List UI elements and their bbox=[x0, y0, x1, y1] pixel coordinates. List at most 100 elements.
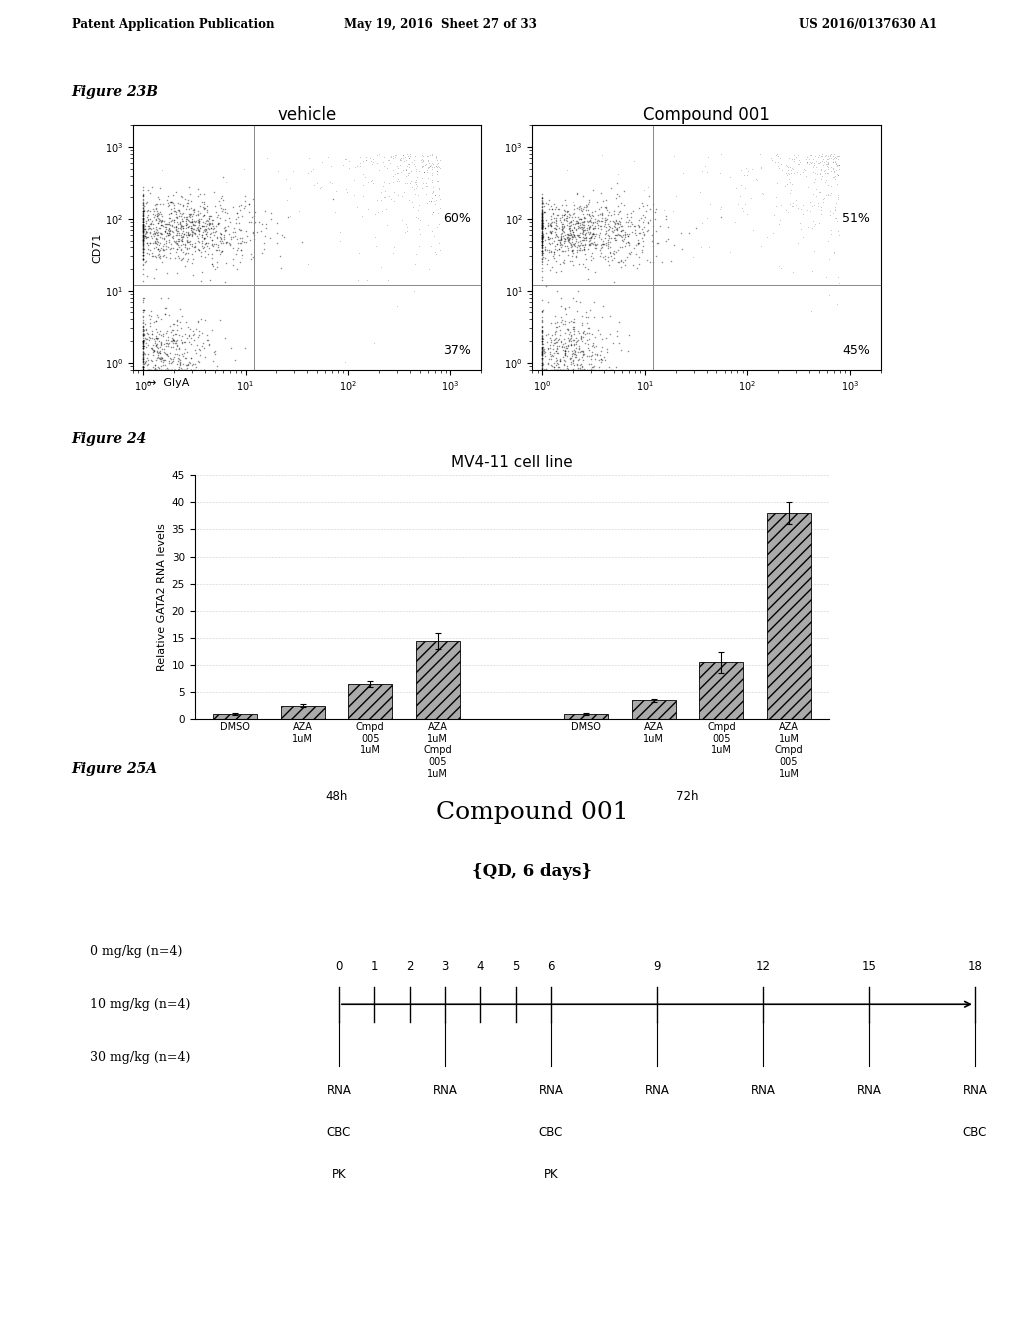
Point bbox=[429, 161, 445, 182]
Point bbox=[572, 359, 589, 380]
Point bbox=[238, 220, 254, 242]
Point bbox=[546, 216, 562, 238]
Point bbox=[155, 211, 171, 232]
Point bbox=[150, 224, 166, 246]
Point bbox=[546, 242, 562, 263]
Point bbox=[600, 247, 616, 268]
Point bbox=[573, 359, 590, 380]
Point bbox=[587, 238, 603, 259]
Point bbox=[552, 226, 568, 247]
Point bbox=[255, 232, 271, 253]
Point bbox=[143, 339, 160, 360]
Point bbox=[150, 244, 166, 265]
Point bbox=[175, 247, 191, 268]
Point bbox=[135, 359, 152, 380]
Point bbox=[598, 197, 614, 218]
Point bbox=[420, 157, 436, 178]
Point bbox=[135, 211, 152, 232]
Point bbox=[784, 195, 801, 216]
Point bbox=[790, 197, 806, 218]
Point bbox=[593, 197, 609, 218]
Point bbox=[142, 327, 159, 348]
Point bbox=[139, 350, 156, 371]
Point bbox=[177, 359, 194, 380]
Point bbox=[135, 230, 152, 251]
Point bbox=[535, 234, 551, 255]
Point bbox=[573, 359, 590, 380]
Point bbox=[827, 169, 844, 190]
Point bbox=[346, 156, 362, 177]
Point bbox=[136, 313, 153, 334]
Point bbox=[566, 234, 583, 255]
Point bbox=[535, 218, 551, 239]
Point bbox=[798, 148, 814, 169]
Point bbox=[563, 234, 580, 255]
Point bbox=[193, 359, 209, 380]
Point bbox=[571, 356, 588, 378]
Point bbox=[135, 327, 152, 348]
Point bbox=[801, 154, 817, 176]
Point bbox=[579, 346, 595, 367]
Point bbox=[538, 222, 554, 243]
Point bbox=[188, 218, 205, 239]
Point bbox=[167, 248, 183, 269]
Point bbox=[349, 197, 366, 218]
Point bbox=[151, 240, 167, 261]
Bar bbox=[213, 714, 257, 719]
Point bbox=[730, 194, 746, 215]
Point bbox=[577, 207, 593, 228]
Point bbox=[562, 325, 579, 346]
Point bbox=[165, 222, 181, 243]
Point bbox=[566, 321, 583, 342]
Point bbox=[581, 227, 597, 248]
Point bbox=[555, 213, 571, 234]
Point bbox=[173, 317, 189, 338]
Point bbox=[535, 247, 551, 268]
Point bbox=[553, 228, 569, 249]
Point bbox=[159, 263, 175, 284]
Point bbox=[552, 235, 568, 256]
Point bbox=[631, 247, 647, 268]
Point bbox=[802, 144, 818, 165]
Point bbox=[135, 222, 152, 243]
Point bbox=[135, 248, 152, 269]
Point bbox=[387, 164, 403, 185]
Point bbox=[432, 157, 449, 178]
Text: 48h: 48h bbox=[326, 789, 347, 803]
Point bbox=[569, 235, 586, 256]
Point bbox=[164, 359, 180, 380]
Point bbox=[190, 220, 207, 242]
Point bbox=[563, 310, 580, 331]
Point bbox=[145, 345, 162, 366]
Point bbox=[804, 152, 820, 173]
Point bbox=[402, 161, 419, 182]
Point bbox=[166, 216, 182, 238]
Point bbox=[543, 242, 559, 263]
Point bbox=[378, 198, 394, 219]
Point bbox=[183, 220, 200, 242]
Point bbox=[566, 216, 583, 238]
Point bbox=[572, 292, 589, 313]
Point bbox=[755, 183, 771, 205]
Point bbox=[159, 190, 175, 211]
Point bbox=[585, 333, 601, 354]
Point bbox=[638, 201, 654, 222]
Point bbox=[178, 224, 195, 246]
Point bbox=[193, 183, 209, 205]
Point bbox=[135, 342, 152, 363]
Point bbox=[174, 203, 190, 224]
Point bbox=[190, 359, 207, 380]
Point bbox=[137, 215, 154, 236]
Point bbox=[535, 338, 551, 359]
Point bbox=[273, 257, 290, 279]
Point bbox=[179, 230, 196, 251]
Point bbox=[821, 183, 838, 205]
Point bbox=[771, 256, 787, 277]
Point bbox=[575, 234, 592, 255]
Point bbox=[162, 223, 178, 244]
Point bbox=[169, 263, 185, 284]
Point bbox=[562, 205, 579, 226]
Point bbox=[538, 210, 554, 231]
Point bbox=[607, 227, 624, 248]
Point bbox=[135, 337, 152, 358]
